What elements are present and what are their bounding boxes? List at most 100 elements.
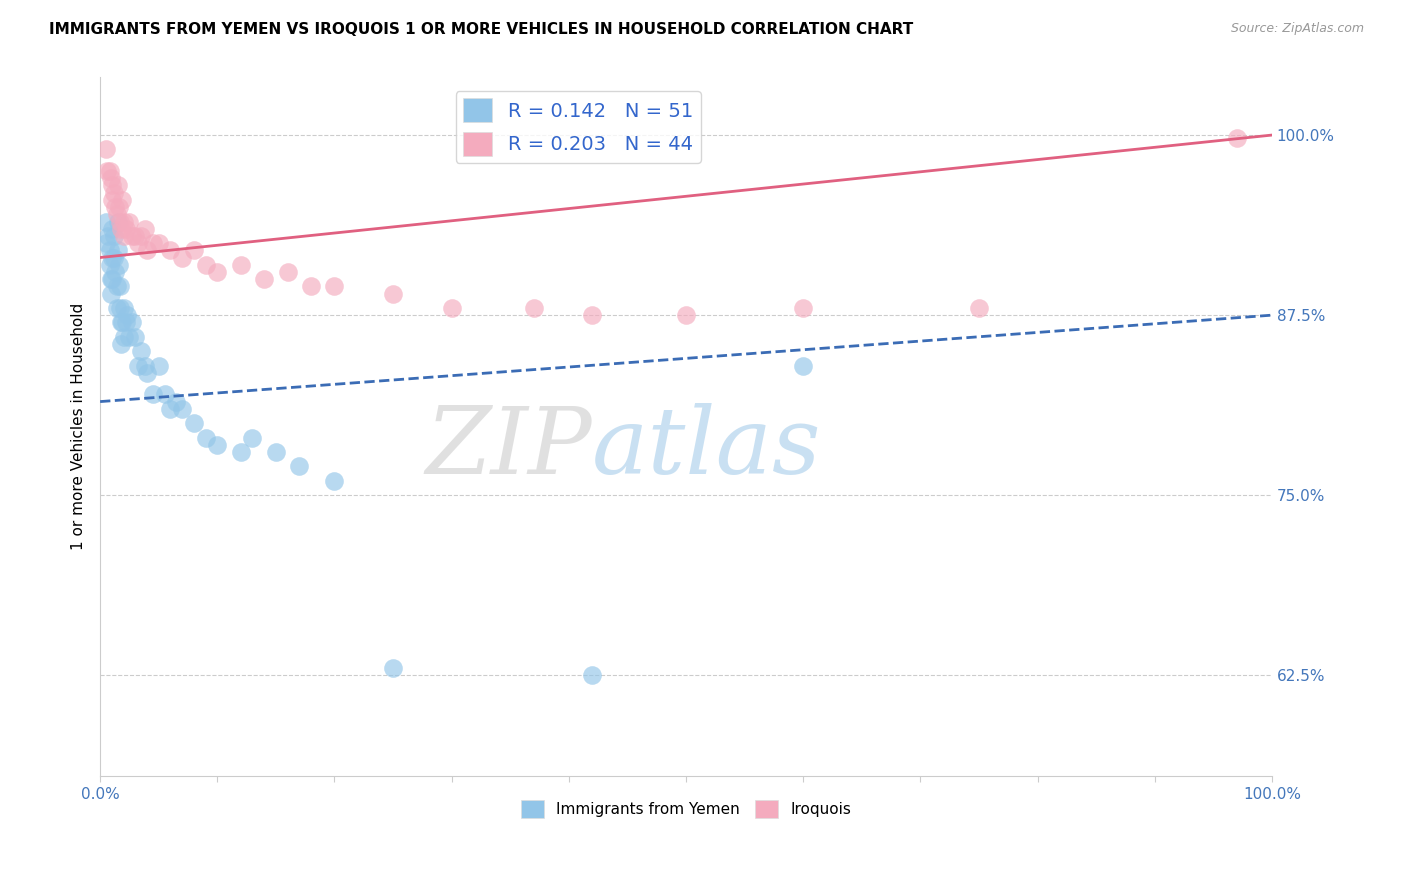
Point <box>96 164 118 178</box>
Point <box>129 344 152 359</box>
Point <box>127 236 149 251</box>
Y-axis label: 1 or more Vehicles in Household: 1 or more Vehicles in Household <box>72 303 86 550</box>
Point <box>183 244 205 258</box>
Point <box>115 308 138 322</box>
Point <box>121 228 143 243</box>
Point <box>108 258 131 272</box>
Point <box>134 221 156 235</box>
Point <box>110 221 132 235</box>
Point <box>112 228 135 243</box>
Point <box>105 207 128 221</box>
Point <box>94 236 117 251</box>
Point <box>792 301 814 315</box>
Point <box>118 214 141 228</box>
Point <box>142 387 165 401</box>
Point <box>104 265 127 279</box>
Point <box>103 251 125 265</box>
Point <box>115 315 138 329</box>
Point <box>112 214 135 228</box>
Point <box>253 272 276 286</box>
Point <box>107 178 129 193</box>
Point <box>142 236 165 251</box>
Point <box>159 244 181 258</box>
Point <box>111 193 134 207</box>
Point <box>105 301 128 315</box>
Point <box>101 272 124 286</box>
Point <box>101 178 124 193</box>
Point <box>207 265 229 279</box>
Point <box>104 200 127 214</box>
Point <box>110 337 132 351</box>
Point <box>124 330 146 344</box>
Point <box>242 431 264 445</box>
Point <box>110 315 132 329</box>
Point <box>792 359 814 373</box>
Point <box>105 279 128 293</box>
Text: atlas: atlas <box>592 403 821 492</box>
Point <box>165 394 187 409</box>
Point <box>323 474 346 488</box>
Legend: Immigrants from Yemen, Iroquois: Immigrants from Yemen, Iroquois <box>515 794 858 824</box>
Point <box>108 200 131 214</box>
Point <box>581 668 603 682</box>
Point <box>323 279 346 293</box>
Point <box>108 214 131 228</box>
Point <box>112 330 135 344</box>
Point <box>153 387 176 401</box>
Point <box>124 228 146 243</box>
Point <box>111 315 134 329</box>
Point <box>108 279 131 293</box>
Point <box>103 186 125 200</box>
Point <box>523 301 546 315</box>
Point <box>118 330 141 344</box>
Point <box>127 359 149 373</box>
Point <box>277 265 299 279</box>
Text: IMMIGRANTS FROM YEMEN VS IROQUOIS 1 OR MORE VEHICLES IN HOUSEHOLD CORRELATION CH: IMMIGRANTS FROM YEMEN VS IROQUOIS 1 OR M… <box>49 22 914 37</box>
Point <box>100 171 122 186</box>
Text: ZIP: ZIP <box>426 403 592 492</box>
Point <box>172 251 194 265</box>
Point <box>136 366 159 380</box>
Point <box>112 301 135 315</box>
Point <box>129 228 152 243</box>
Point <box>207 438 229 452</box>
Point <box>100 272 122 286</box>
Point <box>264 445 287 459</box>
Point <box>94 143 117 157</box>
Point <box>121 315 143 329</box>
Point <box>98 244 121 258</box>
Point <box>382 661 405 675</box>
Point <box>107 244 129 258</box>
Point <box>148 236 170 251</box>
Point <box>581 308 603 322</box>
Point <box>172 401 194 416</box>
Point <box>136 244 159 258</box>
Point <box>159 401 181 416</box>
Point <box>288 459 311 474</box>
Point <box>101 221 124 235</box>
Point <box>967 301 990 315</box>
Point <box>183 416 205 430</box>
Point <box>229 258 252 272</box>
Point <box>194 431 217 445</box>
Point <box>94 214 117 228</box>
Point <box>299 279 322 293</box>
Point <box>148 359 170 373</box>
Point <box>440 301 463 315</box>
Point <box>675 308 697 322</box>
Point <box>97 228 120 243</box>
Point <box>382 286 405 301</box>
Point <box>108 301 131 315</box>
Point <box>101 251 124 265</box>
Point <box>194 258 217 272</box>
Text: Source: ZipAtlas.com: Source: ZipAtlas.com <box>1230 22 1364 36</box>
Point <box>229 445 252 459</box>
Point <box>98 258 121 272</box>
Point <box>134 359 156 373</box>
Point <box>107 214 129 228</box>
Point <box>100 286 122 301</box>
Point <box>103 228 125 243</box>
Point <box>1226 131 1249 145</box>
Point <box>101 193 124 207</box>
Point <box>115 221 138 235</box>
